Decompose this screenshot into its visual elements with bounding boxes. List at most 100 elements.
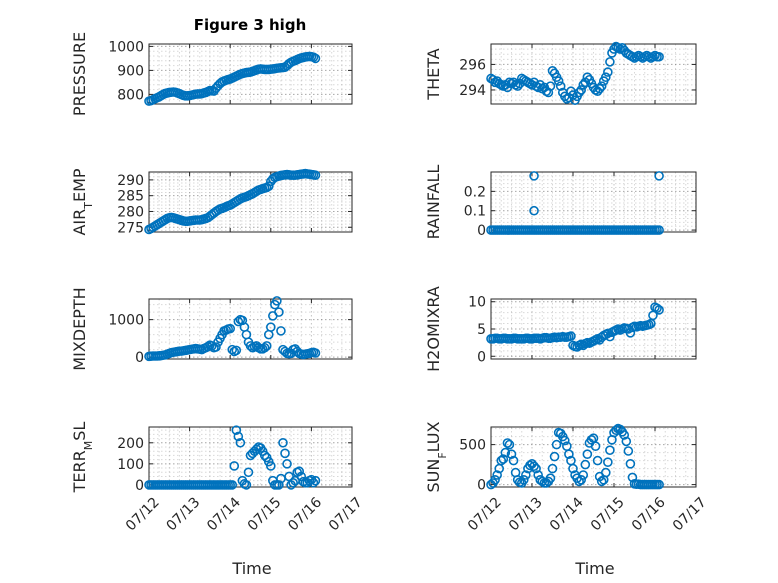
data-point [553, 76, 564, 86]
data-point [272, 296, 282, 306]
y-tick-label: 0 [135, 478, 144, 494]
series-markers [144, 425, 321, 490]
data-point [654, 479, 664, 490]
data-point [274, 480, 284, 490]
data-point [582, 449, 593, 460]
y-axis-label-rest: SL [70, 422, 89, 441]
data-point [263, 181, 274, 192]
x-tick-label: 07/14 [204, 494, 244, 534]
data-point [531, 463, 541, 474]
y-axis-label: MIXDEPTH [70, 287, 89, 370]
y-axis-label: THETA [424, 48, 443, 100]
data-point [229, 461, 240, 471]
data-point [502, 438, 513, 448]
data-point [576, 474, 587, 485]
data-point [261, 341, 272, 351]
subplot-4: 0 0.1 0.2 RAINFALL [424, 165, 697, 240]
y-axis-label-rest: LUX [424, 421, 443, 452]
data-point [512, 81, 523, 91]
x-axis-label-left: Time [231, 559, 271, 578]
data-point [603, 457, 613, 468]
data-point [621, 436, 632, 447]
y-tick-label: 0 [135, 350, 144, 366]
data-point [280, 448, 290, 459]
data-point [288, 477, 298, 488]
data-point [623, 446, 634, 456]
y-axis-label-subscript: T [82, 202, 95, 210]
series-markers [144, 296, 321, 362]
y-axis-label: TERRMSL [70, 422, 95, 494]
data-point [227, 344, 238, 355]
data-point [611, 425, 621, 436]
data-point [592, 455, 603, 466]
y-axis-label-subscript: M [82, 441, 95, 451]
data-point [576, 85, 587, 95]
x-axis-label-right: Time [574, 559, 614, 578]
x-tick-label: 07/16 [285, 494, 325, 534]
data-point [627, 472, 638, 483]
data-point [568, 90, 578, 100]
data-point [594, 83, 605, 94]
data-point [564, 449, 574, 460]
y-axis-label-main: H2OMIXRA [424, 286, 443, 372]
y-tick-label: 275 [117, 220, 144, 236]
data-point [590, 441, 601, 452]
data-point [580, 459, 591, 470]
x-tick-label: 07/14 [547, 494, 587, 534]
y-axis-label-main: RAINFALL [424, 165, 443, 240]
data-point [282, 459, 292, 469]
y-tick-label: 200 [117, 436, 144, 452]
x-tick-label: 07/13 [164, 494, 204, 534]
subplot-1: 800 900 1000 PRESSURE [70, 32, 353, 116]
subplot-6: 0 5 10 H2OMIXRA [424, 286, 697, 372]
data-point [233, 316, 244, 327]
data-point [568, 463, 578, 474]
data-point [241, 480, 252, 490]
data-point [529, 171, 539, 181]
data-point [235, 437, 246, 448]
y-tick-label: 296 [459, 57, 486, 73]
y-tick-label: 900 [117, 63, 144, 79]
y-tick-label: 800 [117, 87, 144, 103]
series-markers [486, 41, 664, 105]
series-markers [144, 51, 321, 106]
y-axis-label: AIRTEMP [70, 168, 95, 235]
series-markers [486, 423, 664, 490]
y-axis-label-rest: EMP [70, 168, 89, 202]
y-tick-label: 10 [468, 295, 486, 311]
data-point [654, 51, 664, 62]
axes-box [490, 426, 697, 488]
data-point [625, 328, 636, 338]
data-point [310, 53, 321, 64]
data-point [508, 455, 519, 466]
data-point [211, 342, 221, 352]
data-point [251, 444, 262, 454]
y-axis-label-main: THETA [424, 48, 443, 100]
y-tick-label: 0 [477, 478, 486, 494]
subplot-7: 0 100 200 07/12 07/13 07/14 07/15 07/16 07/17 TER… [70, 422, 366, 535]
y-tick-label: 5 [477, 322, 486, 338]
data-point [490, 474, 500, 485]
y-tick-label: 290 [117, 173, 144, 189]
data-point [498, 454, 509, 464]
data-point [265, 461, 276, 471]
series-markers [486, 302, 664, 352]
figure-title: Figure 3 high [194, 16, 307, 34]
data-point [549, 451, 560, 462]
data-point [551, 439, 562, 450]
data-point [518, 474, 529, 485]
subplot-5: 0 1000 MIXDEPTH [70, 287, 353, 371]
data-point [547, 463, 558, 474]
data-point [227, 480, 238, 490]
data-point [654, 171, 664, 181]
y-axis-label: PRESSURE [70, 32, 89, 116]
data-point [233, 431, 244, 442]
data-point [559, 435, 570, 446]
series-markers [486, 171, 664, 235]
data-point [555, 81, 566, 91]
x-tick-label: 07/15 [245, 494, 285, 534]
data-point [625, 458, 636, 469]
